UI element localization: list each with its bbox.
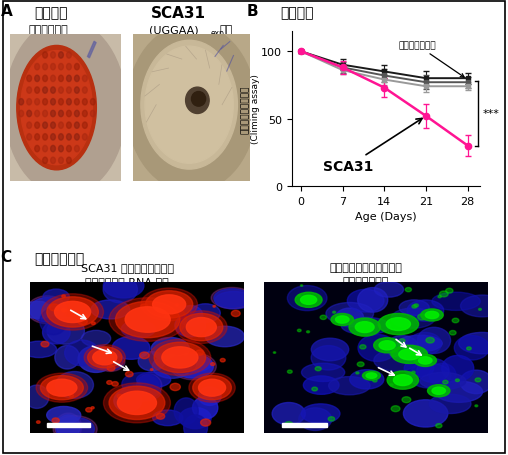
Text: 複眼変性: 複眼変性 xyxy=(34,6,68,20)
Text: における異常 RNA 凝集: における異常 RNA 凝集 xyxy=(85,277,169,287)
Text: タンパク質蓄積: タンパク質蓄積 xyxy=(343,277,389,287)
Text: 神経障害: 神経障害 xyxy=(280,6,314,20)
Text: C: C xyxy=(1,250,12,265)
Text: SCA31 ショウジョウバエ: SCA31 ショウジョウバエ xyxy=(81,262,174,272)
Text: A: A xyxy=(1,5,12,20)
Text: (UGGAA): (UGGAA) xyxy=(149,25,199,35)
Text: SCA31: SCA31 xyxy=(151,6,206,21)
Text: コントロール: コントロール xyxy=(29,25,69,35)
Text: B: B xyxy=(246,5,258,20)
Text: 発現: 発現 xyxy=(219,25,232,35)
Text: リピート由来の異常翻訳: リピート由来の異常翻訳 xyxy=(330,262,403,272)
Text: 組織学的所見: 組織学的所見 xyxy=(35,252,85,265)
Text: exp: exp xyxy=(211,30,225,38)
